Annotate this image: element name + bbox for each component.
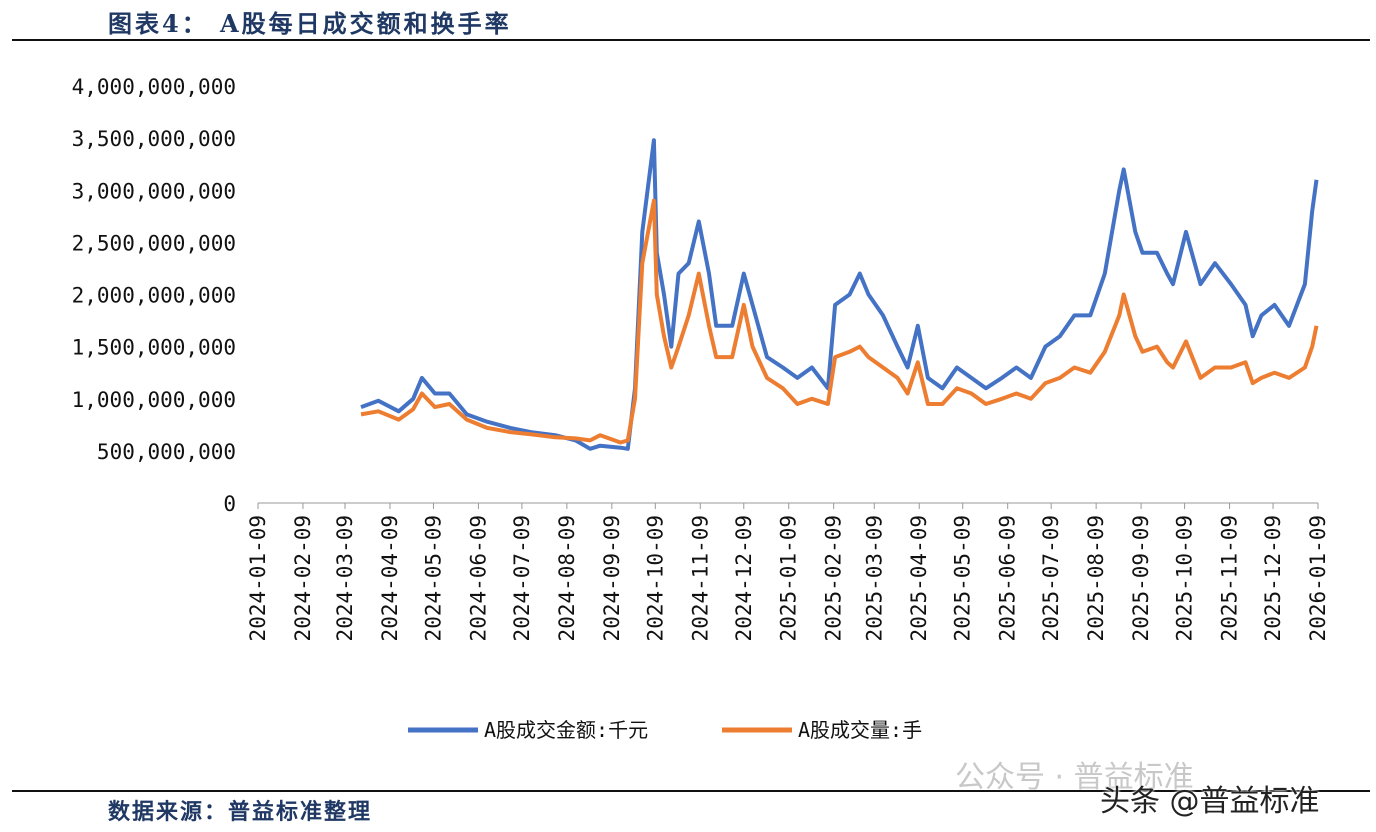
x-tick-label: 2025-01-09 bbox=[777, 515, 801, 641]
y-tick-label: 2,500,000,000 bbox=[72, 231, 236, 255]
x-tick-label: 2024-12-09 bbox=[732, 515, 756, 641]
x-tick-label: 2025-02-09 bbox=[822, 515, 846, 641]
x-tick-label: 2024-04-09 bbox=[378, 515, 402, 641]
watermark-wechat: 公众号 · 普益标准 bbox=[955, 760, 1194, 795]
y-tick-label: 4,000,000,000 bbox=[72, 75, 236, 99]
source-note: 数据来源：普益标准整理 bbox=[108, 799, 373, 825]
legend-label-1: A股成交金额:千元 bbox=[484, 718, 648, 742]
y-tick-label: 0 bbox=[223, 492, 236, 516]
x-tick-label: 2024-07-09 bbox=[510, 515, 534, 641]
y-tick-label: 3,500,000,000 bbox=[72, 127, 236, 151]
x-tick-label: 2024-05-09 bbox=[421, 515, 445, 641]
x-tick-label: 2024-09-09 bbox=[600, 515, 624, 641]
x-tick-label: 2024-08-09 bbox=[555, 515, 579, 641]
x-tick-label: 2024-10-09 bbox=[643, 515, 667, 641]
x-tick-label: 2025-11-09 bbox=[1218, 515, 1242, 641]
x-tick-label: 2025-04-09 bbox=[907, 515, 931, 641]
x-tick-label: 2025-09-09 bbox=[1129, 515, 1153, 641]
x-axis: 2024-01-09 2024-02-09 2024-03-09 2024-04-09… bbox=[246, 502, 1330, 641]
x-tick-label: 2024-11-09 bbox=[688, 515, 712, 641]
x-tick-label: 2024-01-09 bbox=[246, 515, 270, 641]
x-tick-label: 2026-01-09 bbox=[1306, 515, 1330, 641]
chart-title: 图表4： A股每日成交额和换手率 bbox=[108, 9, 512, 38]
y-axis: 0 500,000,000 1,000,000,000 1,500,000,000 2,… bbox=[72, 75, 236, 516]
x-tick-label: 2025-10-09 bbox=[1173, 515, 1197, 641]
x-tick-label: 2025-05-09 bbox=[951, 515, 975, 641]
y-tick-label: 1,000,000,000 bbox=[72, 388, 236, 412]
x-tick-label: 2024-06-09 bbox=[466, 515, 490, 641]
x-tick-label: 2024-02-09 bbox=[291, 515, 315, 641]
series-line-2 bbox=[360, 198, 1319, 445]
x-tick-label: 2025-12-09 bbox=[1261, 515, 1285, 641]
series-line-1 bbox=[360, 138, 1319, 451]
legend-label-2: A股成交量:手 bbox=[798, 718, 922, 742]
y-tick-label: 1,500,000,000 bbox=[72, 336, 236, 360]
y-tick-label: 500,000,000 bbox=[97, 440, 236, 464]
x-tick-label: 2024-03-09 bbox=[333, 515, 357, 641]
x-tick-label: 2025-08-09 bbox=[1084, 515, 1108, 641]
x-tick-label: 2025-07-09 bbox=[1039, 515, 1063, 641]
x-tick-label: 2025-03-09 bbox=[862, 515, 886, 641]
watermark-toutiao: 头条 @普益标准 bbox=[1100, 784, 1320, 819]
legend: A股成交金额:千元 A股成交量:手 bbox=[408, 718, 922, 742]
x-tick-label: 2025-06-09 bbox=[996, 515, 1020, 641]
bottom-divider bbox=[12, 790, 1370, 792]
y-tick-label: 2,000,000,000 bbox=[72, 284, 236, 308]
series-lines bbox=[360, 138, 1319, 451]
y-tick-label: 3,000,000,000 bbox=[72, 179, 236, 203]
top-divider bbox=[12, 39, 1370, 41]
